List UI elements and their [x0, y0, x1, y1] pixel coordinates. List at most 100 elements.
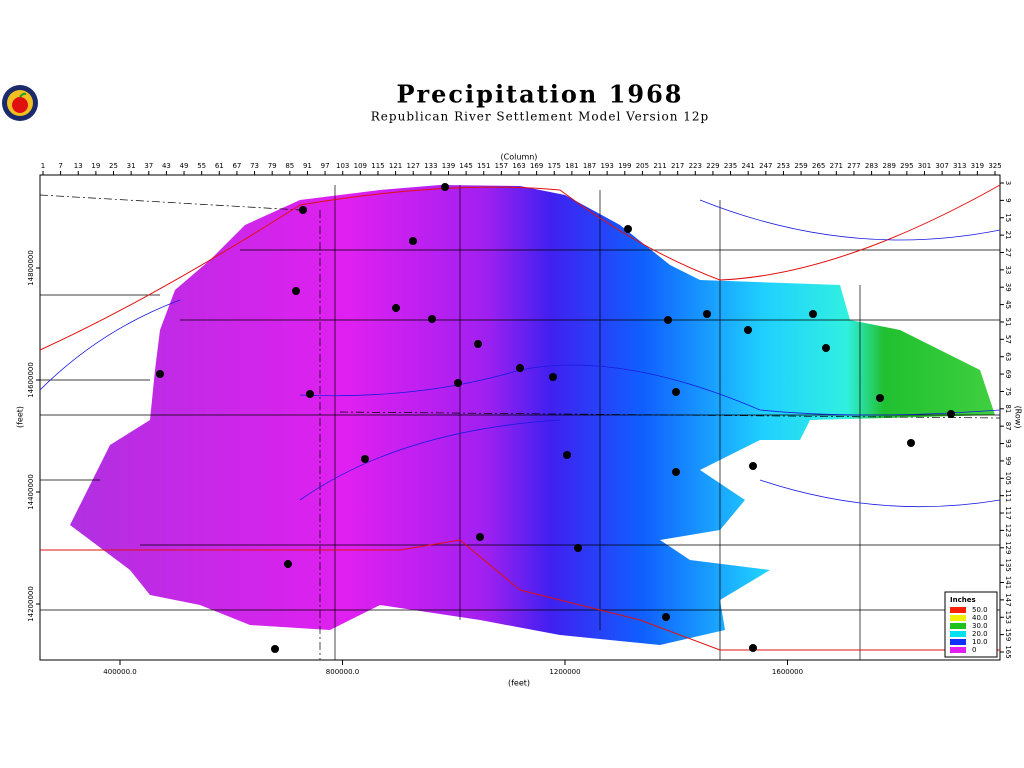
- row-tick-label: 87: [1004, 422, 1012, 431]
- x-axis-label: (feet): [508, 679, 530, 688]
- row-tick-label: 129: [1004, 541, 1012, 554]
- column-tick-label: 289: [883, 162, 896, 170]
- column-label: (Column): [501, 153, 538, 162]
- legend-swatch: [950, 647, 966, 653]
- column-tick-label: 145: [459, 162, 472, 170]
- column-tick-label: 103: [336, 162, 349, 170]
- column-tick-label: 301: [918, 162, 931, 170]
- column-tick-label: 55: [197, 162, 206, 170]
- legend-swatch: [950, 615, 966, 621]
- row-tick-label: 147: [1004, 593, 1012, 606]
- row-tick-label: 15: [1004, 213, 1012, 222]
- logo: [2, 85, 38, 121]
- stations: [156, 183, 955, 653]
- y-tick-label: 14600000: [27, 362, 35, 398]
- column-tick-label: 205: [636, 162, 649, 170]
- row-tick-label: 141: [1004, 576, 1012, 589]
- legend-label: 50.0: [972, 606, 988, 614]
- column-tick-label: 271: [830, 162, 843, 170]
- y-tick-label: 14400000: [27, 474, 35, 510]
- row-tick-label: 99: [1004, 456, 1012, 465]
- column-tick-label: 253: [777, 162, 790, 170]
- column-tick-label: 115: [371, 162, 384, 170]
- column-tick-label: 67: [232, 162, 241, 170]
- column-tick-label: 73: [250, 162, 259, 170]
- row-tick-label: 117: [1004, 506, 1012, 519]
- column-tick-label: 139: [442, 162, 455, 170]
- column-tick-label: 157: [495, 162, 508, 170]
- column-tick-label: 199: [618, 162, 631, 170]
- column-tick-label: 211: [653, 162, 666, 170]
- column-tick-label: 223: [689, 162, 702, 170]
- column-tick-label: 187: [583, 162, 596, 170]
- column-tick-label: 235: [724, 162, 737, 170]
- column-tick-label: 37: [144, 162, 153, 170]
- column-tick-label: 163: [512, 162, 525, 170]
- column-tick-label: 229: [706, 162, 719, 170]
- row-tick-label: 69: [1004, 370, 1012, 379]
- column-tick-label: 265: [812, 162, 825, 170]
- legend: Inches 50.040.030.020.010.00: [944, 591, 998, 658]
- legend-label: 40.0: [972, 614, 988, 622]
- column-tick-label: 31: [127, 162, 136, 170]
- column-tick-label: 13: [74, 162, 83, 170]
- legend-swatch: [950, 631, 966, 637]
- column-tick-label: 91: [303, 162, 312, 170]
- column-tick-label: 313: [953, 162, 966, 170]
- row-tick-label: 75: [1004, 387, 1012, 396]
- column-tick-label: 193: [600, 162, 613, 170]
- column-tick-label: 127: [407, 162, 420, 170]
- x-tick-label: 400000.0: [103, 668, 136, 676]
- row-tick-label: 105: [1004, 472, 1012, 485]
- column-tick-label: 61: [215, 162, 224, 170]
- column-tick-label: 325: [988, 162, 1001, 170]
- column-tick-label: 151: [477, 162, 490, 170]
- legend-swatch: [950, 607, 966, 613]
- row-tick-label: 63: [1004, 352, 1012, 361]
- row-tick-label: 45: [1004, 300, 1012, 309]
- y-axis-label: (feet): [16, 406, 25, 428]
- column-tick-label: 169: [530, 162, 543, 170]
- column-tick-label: 49: [180, 162, 189, 170]
- column-tick-label: 85: [285, 162, 294, 170]
- x-tick-label: 1600000: [772, 668, 803, 676]
- row-tick-label: 135: [1004, 558, 1012, 571]
- x-tick-label: 800000.0: [326, 668, 359, 676]
- row-tick-label: 153: [1004, 611, 1012, 624]
- column-tick-label: 43: [162, 162, 171, 170]
- row-tick-label: 111: [1004, 489, 1012, 502]
- subtitle: Republican River Settlement Model Versio…: [371, 110, 709, 124]
- column-tick-label: 247: [759, 162, 772, 170]
- row-tick-label: 9: [1004, 198, 1012, 202]
- column-tick-label: 295: [900, 162, 913, 170]
- column-tick-label: 277: [847, 162, 860, 170]
- row-tick-label: 57: [1004, 335, 1012, 344]
- column-tick-label: 181: [565, 162, 578, 170]
- column-tick-label: 259: [794, 162, 807, 170]
- legend-label: 10.0: [972, 638, 988, 646]
- column-tick-label: 217: [671, 162, 684, 170]
- row-tick-label: 21: [1004, 231, 1012, 240]
- row-tick-label: 81: [1004, 404, 1012, 413]
- column-tick-label: 97: [321, 162, 330, 170]
- x-tick-label: 1200000: [549, 668, 580, 676]
- row-tick-label: 165: [1004, 645, 1012, 658]
- row-tick-label: 123: [1004, 524, 1012, 537]
- y-tick-label: 14200000: [27, 586, 35, 622]
- column-tick-label: 109: [354, 162, 367, 170]
- row-tick-label: 159: [1004, 628, 1012, 641]
- column-tick-label: 25: [109, 162, 118, 170]
- column-tick-label: 121: [389, 162, 402, 170]
- column-tick-label: 133: [424, 162, 437, 170]
- legend-swatch: [950, 639, 966, 645]
- column-tick-label: 175: [548, 162, 561, 170]
- legend-title: Inches: [950, 596, 976, 604]
- column-tick-label: 79: [268, 162, 277, 170]
- map: [39, 174, 1001, 661]
- legend-swatch: [950, 623, 966, 629]
- column-tick-label: 241: [741, 162, 754, 170]
- legend-label: 20.0: [972, 630, 988, 638]
- column-tick-label: 19: [91, 162, 100, 170]
- row-tick-label: 33: [1004, 265, 1012, 274]
